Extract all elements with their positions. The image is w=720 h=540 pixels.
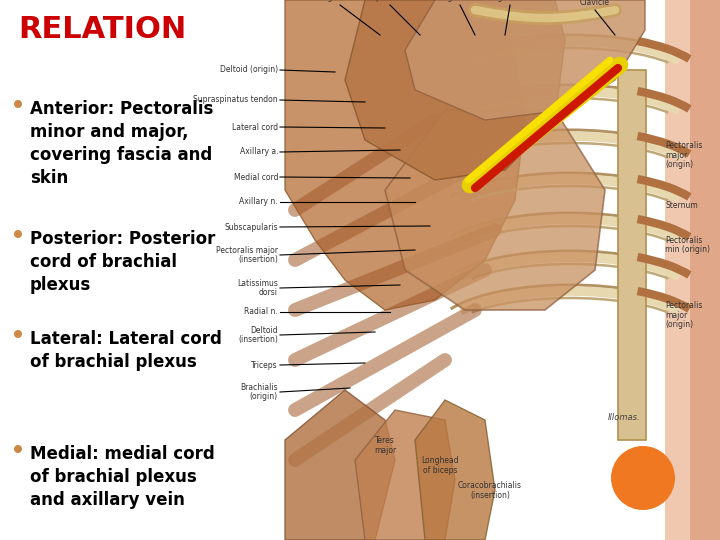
Polygon shape	[385, 110, 605, 310]
Text: Coracoid
process: Coracoid process	[373, 0, 407, 2]
FancyBboxPatch shape	[690, 0, 720, 540]
FancyBboxPatch shape	[665, 0, 690, 540]
Circle shape	[14, 330, 22, 338]
Text: Axillary n.: Axillary n.	[239, 198, 278, 206]
Text: Radial n.: Radial n.	[244, 307, 278, 316]
Text: Pectoralis
major
(origin): Pectoralis major (origin)	[665, 301, 703, 329]
Text: Trapezoid
ligament: Trapezoid ligament	[441, 0, 478, 2]
Text: Medial: medial cord
of brachial plexus
and axillary vein: Medial: medial cord of brachial plexus a…	[30, 445, 215, 509]
Text: Pectoralis major
(insertion): Pectoralis major (insertion)	[216, 246, 278, 265]
Circle shape	[611, 446, 675, 510]
Text: Clavicle: Clavicle	[580, 0, 610, 7]
Text: Anterior: Pectoralis
minor and major,
covering fascia and
skin: Anterior: Pectoralis minor and major, co…	[30, 100, 213, 187]
Text: Subscapularis: Subscapularis	[225, 222, 278, 232]
Polygon shape	[345, 0, 565, 180]
Text: VIII: VIII	[634, 493, 646, 502]
Text: Coracobrachialis
(insertion): Coracobrachialis (insertion)	[458, 481, 522, 500]
Text: RELATION: RELATION	[18, 15, 186, 44]
Text: Conoid
ligament: Conoid ligament	[493, 0, 527, 2]
Polygon shape	[355, 410, 455, 540]
Polygon shape	[415, 400, 495, 540]
Text: Longhead
of biceps: Longhead of biceps	[421, 456, 459, 475]
Text: Teres
major: Teres major	[374, 436, 396, 455]
Text: Axillary a.: Axillary a.	[240, 147, 278, 157]
Text: Lateral cord: Lateral cord	[232, 123, 278, 132]
Polygon shape	[285, 0, 525, 310]
Polygon shape	[405, 0, 645, 120]
Text: Pectoralis
major
(origin): Pectoralis major (origin)	[665, 141, 703, 169]
Text: Medial cord: Medial cord	[233, 172, 278, 181]
Circle shape	[14, 230, 22, 238]
Text: VII: VII	[635, 461, 645, 470]
Text: Pectoralis
min (origin): Pectoralis min (origin)	[665, 235, 710, 254]
Text: Latissimus
dorsi: Latissimus dorsi	[237, 279, 278, 298]
Text: Supraspinatus tendon: Supraspinatus tendon	[194, 96, 278, 105]
Text: Illomas.: Illomas.	[608, 413, 640, 422]
Circle shape	[14, 445, 22, 453]
FancyBboxPatch shape	[618, 70, 646, 440]
Text: Posterior: Posterior
cord of brachial
plexus: Posterior: Posterior cord of brachial pl…	[30, 230, 215, 294]
Text: Coracoacromial
ligament: Coracoacromial ligament	[310, 0, 370, 2]
Text: Deltoid
(insertion): Deltoid (insertion)	[238, 326, 278, 345]
Text: Sternum: Sternum	[665, 200, 698, 210]
Text: Lateral: Lateral cord
of brachial plexus: Lateral: Lateral cord of brachial plexus	[30, 330, 222, 371]
Text: Triceps: Triceps	[251, 361, 278, 369]
Text: Deltoid (origin): Deltoid (origin)	[220, 65, 278, 75]
Text: Brachialis
(origin): Brachialis (origin)	[240, 383, 278, 401]
Polygon shape	[285, 390, 395, 540]
Circle shape	[14, 100, 22, 108]
